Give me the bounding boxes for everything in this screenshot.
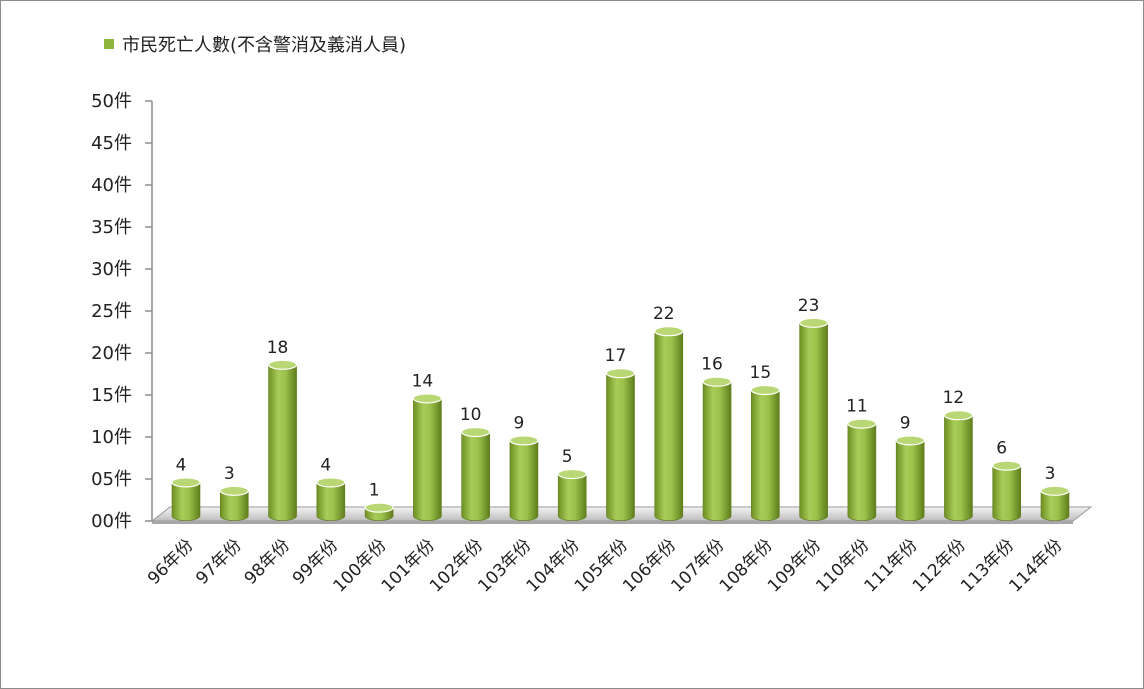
bar [219,485,249,521]
data-label: 12 [943,388,965,408]
bar [316,477,346,521]
data-label: 9 [900,413,911,433]
bar [895,435,925,521]
bar-cap [750,384,780,396]
bar-body [1040,490,1070,521]
bar-cap [557,468,587,480]
bar-body [944,414,973,521]
bar [412,393,442,521]
y-tick-label: 50件 [91,91,132,112]
x-tick-label: 114年份 [1005,535,1066,596]
y-tick-label: 35件 [91,217,132,238]
bar-body [557,473,587,521]
bar-body [702,381,732,521]
bar-cap [895,435,925,446]
bar-cap [316,477,346,488]
bar [509,435,539,521]
y-tick-label: 20件 [91,343,132,364]
bar-body [654,330,684,521]
data-label: 10 [460,405,482,425]
bar-body [847,423,877,521]
bar [750,384,780,521]
bar-body [606,372,635,521]
data-label: 6 [996,439,1007,459]
bar-cap [702,376,732,387]
bar-cap [267,359,298,370]
bar-cap [992,460,1022,471]
bar [557,468,587,521]
y-tick-label: 10件 [91,427,132,448]
data-label: 15 [750,363,772,383]
data-label: 3 [224,464,235,484]
bar [654,326,684,521]
bar-cap [847,418,877,429]
bar [171,477,201,521]
x-tick-label: 98年份 [241,535,294,588]
bar [1040,485,1070,521]
x-tick-label: 96年份 [144,535,197,588]
data-label: 23 [798,296,820,316]
bar-body [992,465,1022,521]
data-label: 3 [1045,464,1056,484]
y-tick-label: 25件 [91,301,132,322]
data-label: 11 [846,397,868,417]
data-label: 9 [514,413,525,433]
bar-cap [654,326,684,337]
bar-cap [412,393,442,404]
bar-body [316,482,346,521]
y-tick-label: 15件 [91,385,132,406]
y-tick-label: 05件 [91,469,132,490]
bar [461,426,491,521]
bar-body [171,482,201,521]
bar-cap [799,317,829,328]
data-label: 4 [176,455,187,475]
bar [702,376,732,521]
chart-legend: 市民死亡人數(不含警消及義消人員) [104,31,406,57]
bar-body [219,490,249,521]
data-label: 16 [701,355,723,375]
data-label: 18 [267,338,289,358]
legend-label: 市民死亡人數(不含警消及義消人員) [122,35,407,56]
data-label: 5 [562,447,573,467]
chart-floor-edge [152,521,1073,524]
bar [992,460,1022,521]
legend-swatch [104,39,114,49]
bar [799,317,829,521]
data-label: 22 [653,304,675,324]
data-label: 4 [320,455,331,475]
bar-body [895,440,925,521]
x-tick-label: 97年份 [192,535,245,588]
data-label: 1 [369,481,380,501]
bar-body [751,389,780,521]
bar-cap [1040,485,1070,496]
data-label: 14 [412,371,434,391]
bar-cap [509,435,539,446]
bar-body [799,322,828,521]
bar [364,502,394,521]
bar-body [413,398,442,521]
bar-cap [219,485,249,496]
y-tick-label: 00件 [91,511,132,532]
bar [605,368,636,521]
bar-cap [171,477,201,488]
y-tick-label: 40件 [91,175,132,196]
y-tick-label: 30件 [91,259,132,280]
bar-body [509,440,539,521]
bar-body [268,364,297,521]
y-tick-label: 45件 [91,133,132,154]
bar-cap [943,410,974,421]
bar-cap [461,426,491,438]
bar-body [461,431,490,521]
data-label: 17 [605,346,627,366]
bar [943,410,974,521]
bar [267,359,298,521]
bar-cap [364,502,394,513]
bar-cap [605,368,636,379]
bar [847,418,877,521]
